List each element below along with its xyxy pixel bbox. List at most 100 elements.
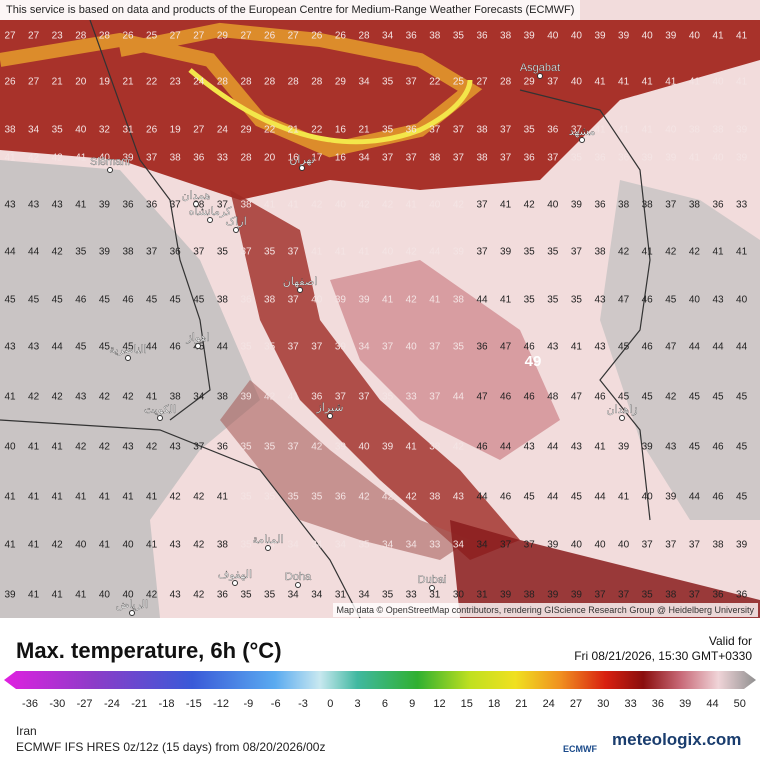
notice: This service is based on data and produc… xyxy=(0,0,581,20)
city-label: الکویت xyxy=(144,404,176,416)
grid-value: 37 xyxy=(571,125,583,136)
grid-value: 36 xyxy=(122,200,134,211)
grid-value: 40 xyxy=(75,540,87,551)
grid-value: 39 xyxy=(571,590,583,601)
colorbar-tick-label: 27 xyxy=(570,698,582,710)
map: 27 27 23 28 28 26 25 27 27 29 27 26 27 26 26 28 34 36 38 35… xyxy=(0,0,760,618)
grid-value: 42 xyxy=(52,153,64,164)
grid-value: 40 xyxy=(571,31,583,42)
grid-value: 42 xyxy=(311,442,323,453)
colorbar-tick-label: 18 xyxy=(488,698,500,710)
grid-value: 42 xyxy=(52,392,64,403)
grid-value: 35 xyxy=(264,492,276,503)
grid-value: 33 xyxy=(406,590,418,601)
grid-value: 44 xyxy=(736,342,748,353)
grid-value: 31 xyxy=(429,590,441,601)
grid-value: 41 xyxy=(4,392,16,403)
grid-value: 43 xyxy=(122,442,134,453)
grid-value: 42 xyxy=(28,392,40,403)
grid-value: 46 xyxy=(712,492,724,503)
grid-value: 36 xyxy=(170,247,182,258)
attribution[interactable]: Map data © OpenStreetMap contributors, r… xyxy=(332,603,758,617)
grid-value: 35 xyxy=(642,590,654,601)
grid-value: 40 xyxy=(736,295,748,306)
grid-value: 28 xyxy=(500,77,512,88)
grid-value: 38 xyxy=(712,540,724,551)
city-label: Doha xyxy=(285,571,312,583)
grid-value: 43 xyxy=(4,342,16,353)
grid-value: 37 xyxy=(146,153,158,164)
grid-value: 26 xyxy=(122,31,134,42)
grid-value: 33 xyxy=(406,392,418,403)
grid-value: 16 xyxy=(335,153,347,164)
grid-value: 42 xyxy=(311,200,323,211)
grid-value: 36 xyxy=(594,200,606,211)
grid-value: 37 xyxy=(571,247,583,258)
grid-value: 31 xyxy=(122,125,134,136)
grid-value: 41 xyxy=(712,31,724,42)
grid-value: 39 xyxy=(240,392,252,403)
grid-value: 27 xyxy=(170,31,182,42)
grid-value: 39 xyxy=(122,153,134,164)
grid-value: 37 xyxy=(240,247,252,258)
colorbar-tick-label: -18 xyxy=(159,698,175,710)
grid-value: 41 xyxy=(500,200,512,211)
grid-value: 41 xyxy=(4,153,16,164)
grid-value: 35 xyxy=(52,125,64,136)
grid-value: 33 xyxy=(429,540,441,551)
grid-value: 45 xyxy=(146,295,158,306)
grid-value: 40 xyxy=(99,153,111,164)
grid-value: 41 xyxy=(288,200,300,211)
grid-value: 38 xyxy=(453,295,465,306)
grid-value: 42 xyxy=(382,492,394,503)
grid-value: 40 xyxy=(99,590,111,601)
grid-value: 35 xyxy=(264,590,276,601)
grid-value: 37 xyxy=(476,200,488,211)
grid-value: 34 xyxy=(406,540,418,551)
brand-logo[interactable]: meteologix.com xyxy=(612,730,742,749)
grid-value: 37 xyxy=(476,247,488,258)
city-marker xyxy=(195,343,201,349)
grid-value: 46 xyxy=(642,342,654,353)
grid-value: 27 xyxy=(28,31,40,42)
grid-value: 44 xyxy=(500,442,512,453)
grid-value: 41 xyxy=(642,77,654,88)
grid-value: 38 xyxy=(429,442,441,453)
grid-value: 36 xyxy=(146,200,158,211)
city-marker xyxy=(297,287,303,293)
grid-value: 45 xyxy=(52,295,64,306)
city-label: کرمانشاه xyxy=(189,206,232,218)
grid-value: 35 xyxy=(382,392,394,403)
grid-value: 43 xyxy=(665,442,677,453)
grid-value: 37 xyxy=(618,590,630,601)
city-label: تهران xyxy=(289,154,314,166)
grid-value: 40 xyxy=(547,31,559,42)
grid-value: 41 xyxy=(689,77,701,88)
grid-value: 42 xyxy=(689,247,701,258)
grid-value: 38 xyxy=(618,200,630,211)
grid-value: 41 xyxy=(382,295,394,306)
grid-value: 40 xyxy=(335,200,347,211)
colorbar-tick-label: 33 xyxy=(624,698,636,710)
grid-value: 28 xyxy=(288,77,300,88)
grid-value: 17 xyxy=(311,153,323,164)
grid-value: 47 xyxy=(571,392,583,403)
grid-value: 41 xyxy=(594,77,606,88)
grid-value: 39 xyxy=(99,200,111,211)
grid-value: 42 xyxy=(453,442,465,453)
grid-value: 34 xyxy=(288,540,300,551)
grid-value: 42 xyxy=(524,200,536,211)
grid-value: 36 xyxy=(240,295,252,306)
grid-value: 24 xyxy=(217,125,229,136)
grid-value: 35 xyxy=(547,247,559,258)
grid-value: 44 xyxy=(52,342,64,353)
grid-value: 39 xyxy=(736,153,748,164)
grid-value: 41 xyxy=(288,392,300,403)
grid-value: 37 xyxy=(524,540,536,551)
grid-value: 39 xyxy=(335,295,347,306)
grid-value: 20 xyxy=(264,153,276,164)
grid-value: 44 xyxy=(28,247,40,258)
city-marker xyxy=(232,580,238,586)
grid-value: 37 xyxy=(429,342,441,353)
colorbar-tick-label: 15 xyxy=(461,698,473,710)
